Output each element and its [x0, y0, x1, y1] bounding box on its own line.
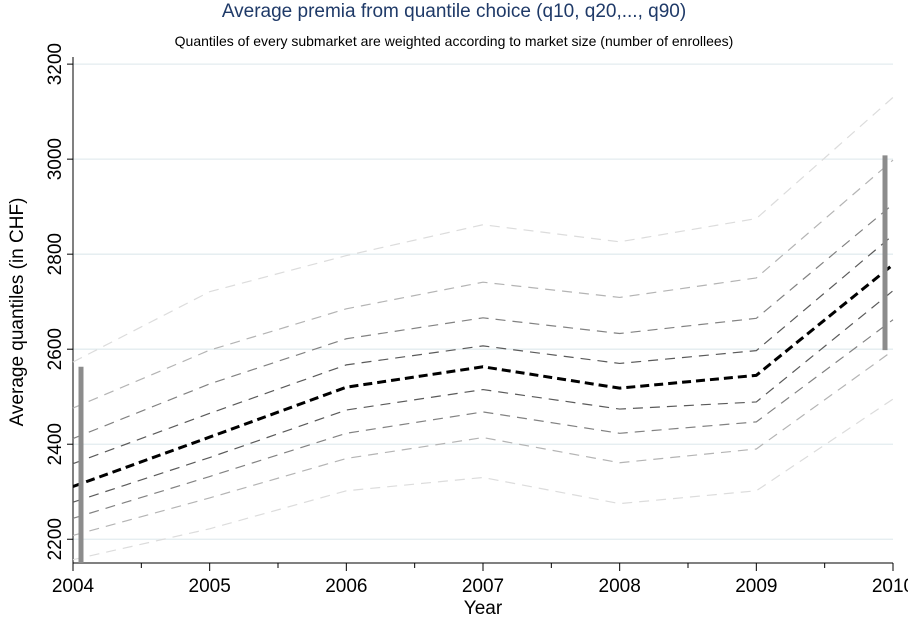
x-tick-label-2006: 2006 [325, 576, 367, 597]
series-line-1 [72, 398, 894, 561]
series-line-4 [72, 290, 894, 503]
y-tick-label-2600: 2600 [45, 328, 66, 370]
x-tick-label-2008: 2008 [599, 576, 641, 597]
x-tick-label-2004: 2004 [52, 576, 95, 597]
series-line-9 [72, 96, 894, 363]
series-line-3 [72, 319, 894, 519]
y-tick-label-2200: 2200 [45, 518, 66, 560]
y-tick-label-2800: 2800 [45, 233, 66, 275]
x-tick-label-2009: 2009 [735, 576, 777, 597]
y-tick-label-2400: 2400 [45, 423, 66, 465]
series-line-6 [72, 234, 894, 465]
x-tick-label-2010: 2010 [872, 576, 908, 597]
series-line-8 [72, 159, 894, 409]
y-tick-label-3200: 3200 [45, 43, 66, 85]
chart-subtitle: Quantiles of every submarket are weighte… [174, 33, 734, 49]
y-tick-label-3000: 3000 [45, 138, 66, 180]
series-line-7 [72, 203, 894, 440]
x-axis-label: Year [463, 598, 503, 619]
series-line-2 [72, 350, 894, 537]
x-tick-label-2005: 2005 [189, 576, 231, 597]
x-tick-label-2007: 2007 [462, 576, 504, 597]
series-line-5 [72, 263, 894, 488]
chart-title: Average premia from quantile choice (q10… [221, 1, 687, 22]
